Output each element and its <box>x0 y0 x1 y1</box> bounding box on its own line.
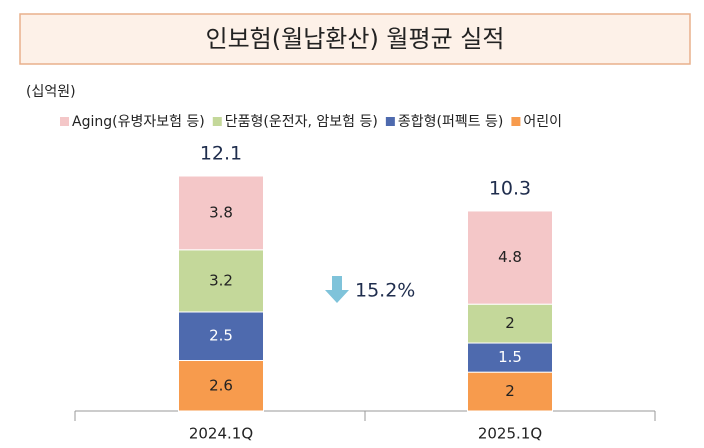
bar-segment <box>467 303 553 344</box>
legend-swatch <box>60 117 69 126</box>
legend-swatch <box>511 117 521 126</box>
legend-label: Aging(유병자보험 등) <box>72 114 205 130</box>
segment-label: 2.6 <box>209 376 233 394</box>
unit-label: (십억원) <box>26 84 76 100</box>
total-label: 12.1 <box>200 143 242 165</box>
bar-segment <box>178 360 264 412</box>
legend-label: 단품형(운전자, 암보험 등) <box>225 114 378 130</box>
bar-segment <box>467 210 553 305</box>
bar-segment <box>467 371 553 412</box>
segment-label: 1.5 <box>498 348 522 366</box>
segment-label: 3.8 <box>209 203 233 221</box>
segment-label: 4.8 <box>498 248 522 266</box>
chart-title: 인보험(월납환산) 월평균 실적 <box>206 25 505 53</box>
down-arrow <box>325 276 349 303</box>
bar-segment <box>178 249 264 313</box>
legend-swatch <box>385 117 395 126</box>
x-tick-label: 2024.1Q <box>189 425 253 443</box>
segment-label: 2 <box>505 314 515 332</box>
bar-segment <box>467 342 553 373</box>
total-label: 10.3 <box>489 177 531 199</box>
segment-label: 3.2 <box>209 271 233 289</box>
legend-label: 어린이 <box>523 114 562 130</box>
segment-label: 2 <box>505 382 515 400</box>
segment-label: 2.5 <box>209 327 233 345</box>
legend-label: 종합형(퍼펙트 등) <box>398 114 504 130</box>
title-box <box>19 13 691 65</box>
x-tick-label: 2025.1Q <box>478 425 542 443</box>
annotation: 15.2% <box>355 280 415 302</box>
legend-swatch <box>212 117 222 126</box>
bar-segment <box>178 175 264 251</box>
